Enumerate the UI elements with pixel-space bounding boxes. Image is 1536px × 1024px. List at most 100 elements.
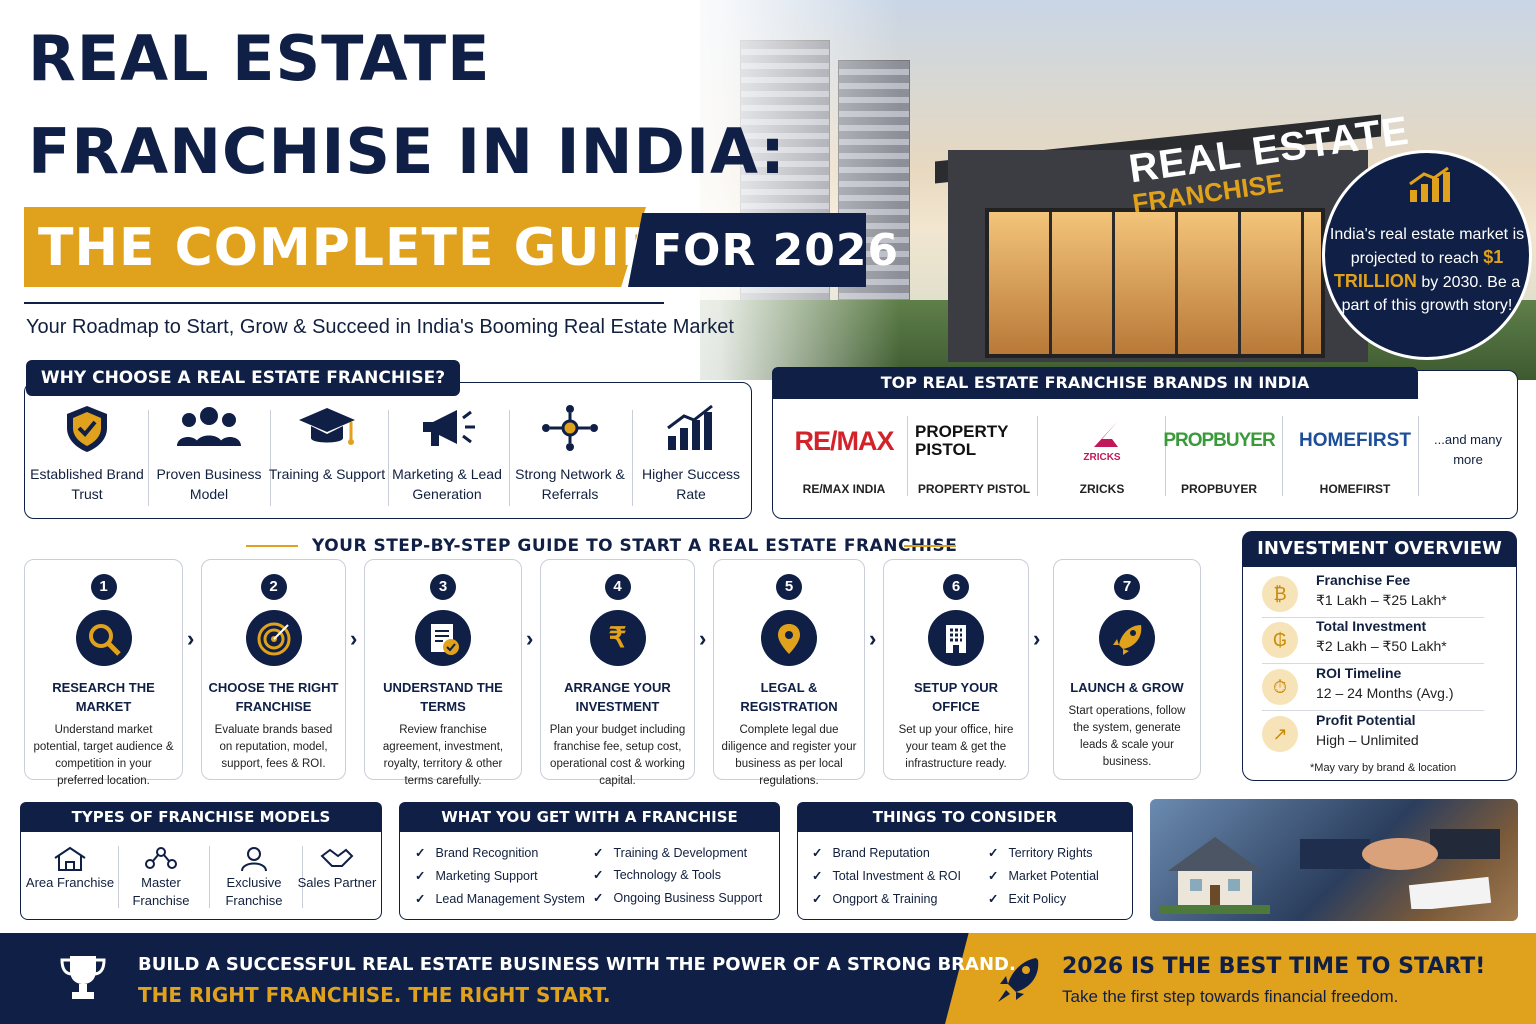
brand-card: HOMEFIRST HOMEFIRST xyxy=(1296,416,1414,496)
hero-fade xyxy=(600,0,900,380)
zricks-logo-mark xyxy=(1085,421,1118,447)
target-icon xyxy=(245,610,302,666)
step-description: Review franchise agreement, investment, … xyxy=(382,724,504,787)
chevron-right-icon: › xyxy=(699,626,707,651)
step-card: 6 SETUP YOUR OFFICE Set up your office, hi… xyxy=(883,559,1029,780)
step-number: 5 xyxy=(776,574,802,600)
step-title: ARRANGE YOUR INVESTMENT xyxy=(564,680,671,714)
why-choose-heading: WHY CHOOSE A REAL ESTATE FRANCHISE? xyxy=(26,360,460,396)
brand-card: PROPERTY PISTOL PROPERTY PISTOL xyxy=(915,416,1033,497)
brand-logo: ZRICKS xyxy=(1043,416,1161,466)
steps-heading: YOUR STEP-BY-STEP GUIDE TO START A REAL … xyxy=(312,536,958,556)
master-network-icon xyxy=(116,846,206,874)
house-model-icon xyxy=(1160,837,1270,914)
divider xyxy=(632,410,633,506)
investment-value: 12 – 24 Months (Avg.) xyxy=(1316,685,1454,701)
step-card: 2 CHOOSE THE RIGHT FRANCHISE Evaluate bran… xyxy=(201,559,346,780)
search-icon xyxy=(75,610,132,666)
title-highlight-bg xyxy=(24,207,646,287)
brand-logo: RE/MAX xyxy=(794,425,894,456)
handshake-photo xyxy=(1150,799,1518,921)
consider-heading: THINGS TO CONSIDER xyxy=(797,802,1133,832)
rocket-icon xyxy=(1099,610,1155,666)
step-title: CHOOSE THE RIGHT FRANCHISE xyxy=(208,680,339,714)
investment-row: ₲ Total Investment ₹2 Lakh – ₹50 Lakh* xyxy=(1262,618,1484,664)
brand-logo-text: ZRICKS xyxy=(1083,452,1121,463)
step-title: RESEARCH THE MARKET xyxy=(52,680,155,714)
franchise-model: Exclusive Franchise xyxy=(209,846,299,910)
title-line2: FRANCHISE IN INDIA: xyxy=(28,115,786,188)
why-item-label: Established Brand Trust xyxy=(30,466,144,502)
investment-row: ⏱ ROI Timeline 12 – 24 Months (Avg.) xyxy=(1262,665,1484,711)
benefit-item: Lead Management System xyxy=(415,891,584,907)
document-check-icon xyxy=(415,610,471,666)
clock-icon: ⏱ xyxy=(1262,669,1298,705)
why-item: Established Brand Trust xyxy=(27,404,147,504)
rupee-icon: ₹ xyxy=(589,610,646,666)
franchise-model-label: Area Franchise xyxy=(25,875,115,890)
title-year: FOR 2026 xyxy=(652,225,900,276)
step-card: 7 LAUNCH & GROW Start operations, follow t… xyxy=(1053,559,1201,780)
brand-card: RE/MAX RE/MAX INDIA xyxy=(785,416,903,497)
profit-chart-icon: ↗ xyxy=(1262,716,1298,752)
why-item: Training & Support xyxy=(267,404,387,484)
footer-cta: 2026 IS THE BEST TIME TO START! xyxy=(1062,954,1486,979)
partner-handshake-icon xyxy=(292,846,382,874)
investment-note: *May vary by brand & location xyxy=(1310,762,1457,774)
divider xyxy=(24,302,664,304)
brand-name: PROPBUYER xyxy=(1180,482,1257,496)
consider-item: Total Investment & ROI xyxy=(812,868,961,884)
shield-icon xyxy=(27,404,147,464)
step-description: Set up your office, hire your team & get… xyxy=(898,724,1014,770)
benefits-heading: WHAT YOU GET WITH A FRANCHISE xyxy=(399,802,780,832)
exclusive-person-icon xyxy=(209,846,299,874)
chevron-right-icon: › xyxy=(187,626,195,651)
benefit-item: Brand Recognition xyxy=(415,845,538,861)
chevron-right-icon: › xyxy=(350,626,358,651)
brand-name: RE/MAX INDIA xyxy=(802,482,886,496)
step-number: 2 xyxy=(260,574,287,600)
benefit-item: Training & Development xyxy=(593,845,747,861)
footer-line2: THE RIGHT FRANCHISE. THE RIGHT START. xyxy=(138,983,611,1007)
heading-line xyxy=(246,545,298,547)
rocket-icon xyxy=(996,954,1042,1009)
step-number: 7 xyxy=(1114,574,1140,600)
franchise-model-label: Exclusive Franchise xyxy=(225,875,283,908)
investment-heading: INVESTMENT OVERVIEW xyxy=(1242,531,1517,567)
megaphone-icon xyxy=(386,404,508,464)
consider-item: Market Potential xyxy=(988,868,1098,884)
step-description: Complete legal due diligence and registe… xyxy=(721,724,857,787)
people-icon xyxy=(149,404,269,464)
divider xyxy=(1165,416,1166,496)
why-item: Strong Network & Referrals xyxy=(509,404,631,504)
consider-item: Ongport & Training xyxy=(812,891,937,907)
investment-row: ↗ Profit Potential High – Unlimited xyxy=(1262,712,1484,758)
location-pin-icon xyxy=(761,610,817,666)
office-windows xyxy=(985,208,1325,358)
brand-card: PROPBUYER PROPBUYER xyxy=(1160,416,1278,496)
models-heading: TYPES OF FRANCHISE MODELS xyxy=(20,802,382,832)
investment-value: ₹1 Lakh – ₹25 Lakh* xyxy=(1316,592,1447,608)
why-item-label: Higher Success Rate xyxy=(641,466,741,502)
step-number: 6 xyxy=(943,574,969,600)
title-year-bg xyxy=(628,213,866,287)
benefit-item: Marketing Support xyxy=(415,868,537,884)
franchise-model: Area Franchise xyxy=(25,846,115,892)
step-number: 4 xyxy=(604,574,631,600)
heading-line xyxy=(904,545,956,547)
why-item-label: Training & Support xyxy=(268,466,386,482)
investment-value: High – Unlimited xyxy=(1316,732,1419,748)
money-bag-icon: ₲ xyxy=(1262,622,1298,658)
divider xyxy=(509,410,510,506)
step-description: Start operations, follow the system, gen… xyxy=(1068,705,1186,768)
divider xyxy=(118,846,119,908)
chevron-right-icon: › xyxy=(526,626,534,651)
why-item-label: Marketing & Lead Generation xyxy=(392,466,502,502)
franchise-model-label: Sales Partner xyxy=(297,875,377,890)
divider xyxy=(1418,416,1419,496)
franchise-model-label: Master Franchise xyxy=(132,875,190,908)
investment-label: Total Investment xyxy=(1316,618,1427,634)
why-item: Proven Business Model xyxy=(149,404,269,504)
investment-label: Profit Potential xyxy=(1316,712,1416,728)
divider xyxy=(907,416,908,496)
